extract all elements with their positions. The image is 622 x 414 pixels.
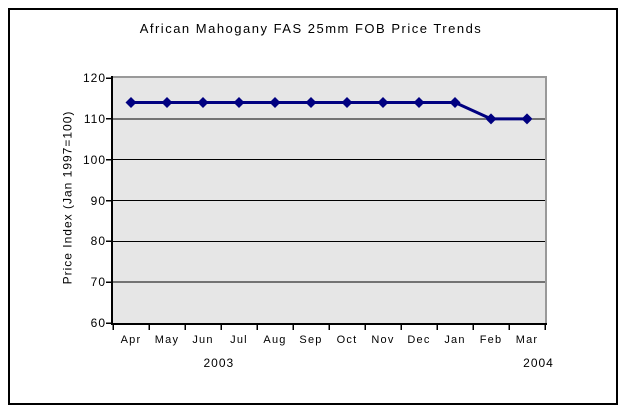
data-point-Jun bbox=[197, 97, 209, 108]
x-tick-label-may: May bbox=[154, 334, 180, 346]
data-point-Feb bbox=[485, 113, 497, 125]
year-label-2003: 2003 bbox=[203, 356, 235, 370]
data-point-Aug bbox=[269, 97, 281, 108]
price-line bbox=[131, 101, 527, 121]
x-tick-label-apr: Apr bbox=[120, 334, 142, 346]
x-tick-label-jan: Jan bbox=[444, 334, 466, 346]
data-point-Oct bbox=[341, 97, 353, 108]
y-tick-label-60: 60 bbox=[90, 316, 106, 330]
x-tick-label-oct: Oct bbox=[336, 334, 358, 346]
data-point-Jan bbox=[449, 97, 461, 108]
x-tick-label-nov: Nov bbox=[371, 334, 395, 346]
y-tick-label-120: 120 bbox=[82, 71, 106, 85]
y-tick-label-70: 70 bbox=[90, 275, 106, 290]
x-tick-label-jun: Jun bbox=[192, 334, 214, 346]
data-point-Dec bbox=[413, 97, 425, 108]
x-tick-label-dec: Dec bbox=[407, 334, 431, 346]
y-tick-label-80: 80 bbox=[90, 234, 106, 249]
data-point-May bbox=[161, 97, 173, 108]
y-tick-label-110: 110 bbox=[83, 111, 106, 126]
x-tick-label-jul: Jul bbox=[230, 334, 248, 346]
chart-title: African Mahogany FAS 25mm FOB Price Tren… bbox=[139, 21, 483, 36]
y-tick-label-90: 90 bbox=[90, 193, 106, 208]
data-point-Sep bbox=[305, 97, 317, 108]
y-tick-label-100: 100 bbox=[82, 152, 106, 167]
x-tick-label-sep: Sep bbox=[299, 334, 323, 346]
data-point-Jul bbox=[233, 97, 245, 108]
x-tick-label-aug: Aug bbox=[263, 334, 287, 346]
x-tick-label-feb: Feb bbox=[479, 334, 503, 346]
chart-frame bbox=[8, 8, 618, 405]
data-point-Apr bbox=[125, 97, 137, 108]
year-label-2004: 2004 bbox=[523, 356, 554, 370]
x-tick-label-mar: Mar bbox=[515, 334, 539, 346]
data-point-Nov bbox=[377, 97, 389, 108]
data-point-Mar bbox=[521, 113, 533, 125]
